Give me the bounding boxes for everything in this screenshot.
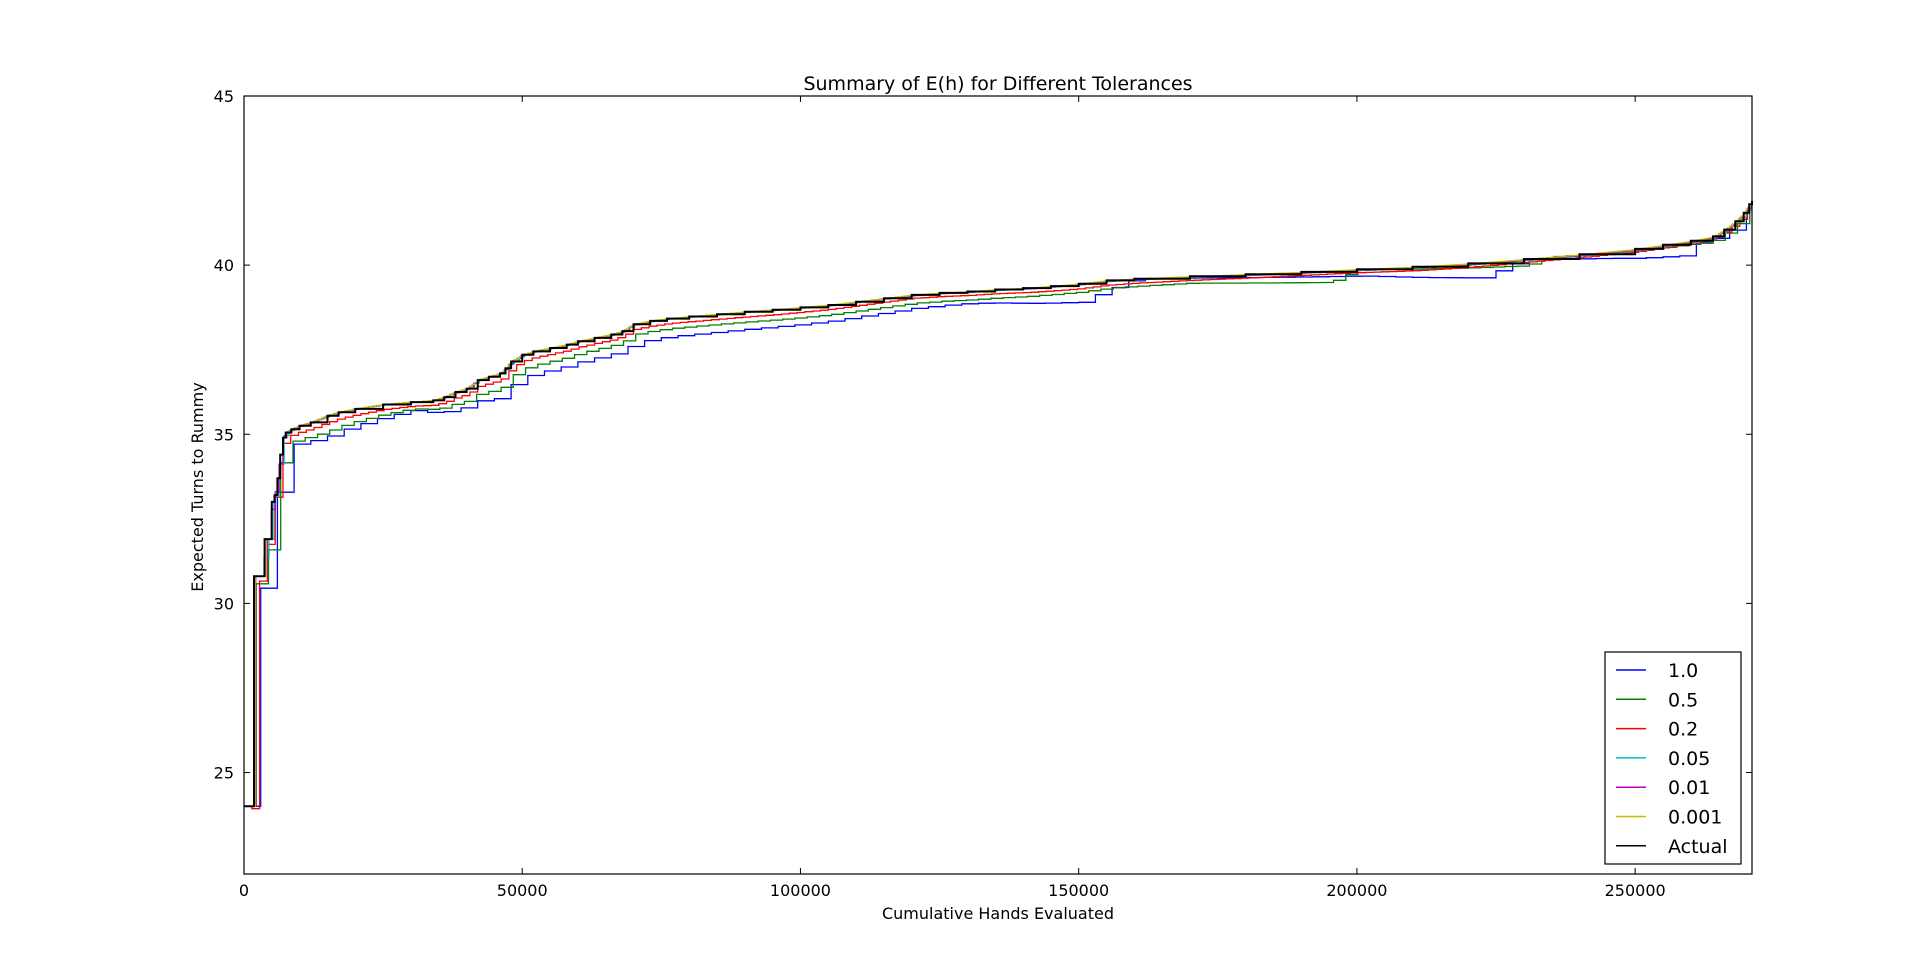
y-tick-label: 30 <box>214 594 234 613</box>
y-tick-label: 40 <box>214 256 234 275</box>
x-tick-label: 250000 <box>1605 881 1666 900</box>
legend-label: 0.001 <box>1668 807 1722 829</box>
x-tick-label: 50000 <box>497 881 548 900</box>
y-tick-label: 45 <box>214 87 234 106</box>
legend-label: Actual <box>1668 836 1728 858</box>
y-axis-label: Expected Turns to Rummy <box>188 382 207 591</box>
series-line-0-2 <box>244 209 1749 810</box>
series-line-1-0 <box>244 216 1748 807</box>
x-tick-label: 200000 <box>1326 881 1387 900</box>
legend-label: 0.01 <box>1668 777 1710 799</box>
legend-label: 1.0 <box>1668 660 1698 682</box>
x-axis-label: Cumulative Hands Evaluated <box>882 904 1114 923</box>
ticks-layer: 0 50000 100000 150000 200000 250000 25 30 35 40 45 <box>214 87 1752 900</box>
x-tick-label: 0 <box>239 881 249 900</box>
series-line-0-001 <box>244 201 1753 808</box>
y-tick-label: 35 <box>214 425 234 444</box>
chart-title: Summary of E(h) for Different Tolerances <box>803 73 1192 95</box>
legend-label: 0.2 <box>1668 719 1698 741</box>
legend: 1.0 0.5 0.2 0.05 0.01 0.001 Actual <box>1604 651 1742 865</box>
legend-label: 0.05 <box>1668 748 1710 770</box>
y-tick-label: 25 <box>214 764 234 783</box>
plot-frame <box>243 95 1753 875</box>
x-tick-label: 100000 <box>770 881 831 900</box>
series-line-0-5 <box>244 208 1751 807</box>
series-line-actual <box>244 200 1753 808</box>
series-layer <box>244 200 1753 810</box>
x-tick-label: 150000 <box>1048 881 1109 900</box>
legend-label: 0.5 <box>1668 689 1698 711</box>
